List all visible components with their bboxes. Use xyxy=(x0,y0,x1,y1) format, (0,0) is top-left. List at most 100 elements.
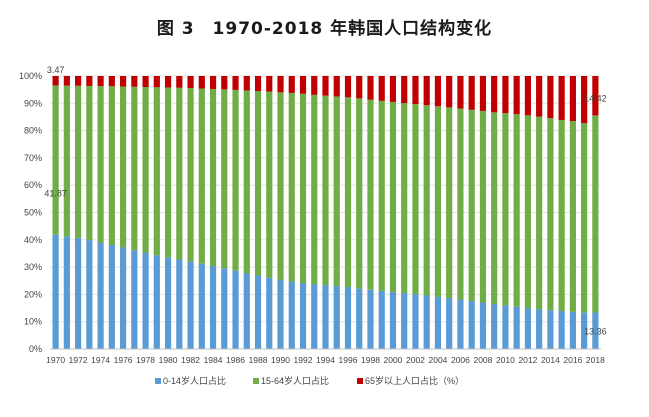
bar-segment-series2 xyxy=(277,92,284,280)
bar-segment-series2 xyxy=(266,91,273,278)
bar-segment-series1 xyxy=(52,234,59,349)
bar-segment-series2 xyxy=(86,85,93,241)
y-tick-label: 100% xyxy=(19,71,42,81)
data-label: 13.36 xyxy=(584,327,607,337)
bar-segment-series1 xyxy=(569,311,576,349)
x-tick-label: 1998 xyxy=(361,355,380,365)
x-tick-label: 1970 xyxy=(46,355,65,365)
bar-segment-series1 xyxy=(187,261,194,349)
bar-segment-series1 xyxy=(423,295,430,349)
bar-segment-series2 xyxy=(209,88,217,267)
bar-segment-series3 xyxy=(322,76,329,96)
bar-segment-series2 xyxy=(592,115,599,313)
bar-segment-series3 xyxy=(131,76,138,87)
bar-segment-series3 xyxy=(547,76,554,119)
x-tick-label: 1996 xyxy=(339,355,358,365)
bar-segment-series3 xyxy=(333,76,340,97)
bar-segment-series2 xyxy=(164,87,172,258)
legend-label: 0-14岁人口占比 xyxy=(163,375,226,386)
bar-segment-series3 xyxy=(378,76,385,101)
bar-segment-series2 xyxy=(401,103,408,294)
bar-segment-series3 xyxy=(97,76,104,87)
bar-segment-series1 xyxy=(63,236,70,349)
bar-segment-series3 xyxy=(457,76,464,109)
bar-segment-series1 xyxy=(502,305,509,349)
bar-segment-series2 xyxy=(52,85,59,235)
bar-segment-series2 xyxy=(491,112,498,304)
bar-segment-series3 xyxy=(446,76,453,108)
bar-segment-series1 xyxy=(401,293,408,349)
y-tick-label: 60% xyxy=(24,180,42,190)
bar-segment-series3 xyxy=(120,76,127,87)
bar-segment-series3 xyxy=(52,76,59,86)
bar-segment-series2 xyxy=(344,97,352,288)
bar-segment-series3 xyxy=(502,76,509,114)
bar-segment-series2 xyxy=(468,109,475,301)
bar-segment-series1 xyxy=(446,297,453,349)
bar-segment-series1 xyxy=(592,312,599,349)
bar-segment-series2 xyxy=(457,108,464,300)
bar-segment-series2 xyxy=(558,119,565,312)
x-tick-label: 1988 xyxy=(249,355,268,365)
bar-segment-series3 xyxy=(434,76,442,107)
bar-segment-series1 xyxy=(457,299,464,349)
x-tick-label: 1980 xyxy=(159,355,178,365)
bar-segment-series1 xyxy=(344,287,352,349)
bar-segment-series3 xyxy=(491,76,498,113)
bar-segment-series1 xyxy=(536,309,543,349)
bar-segment-series2 xyxy=(513,114,520,307)
bar-segment-series2 xyxy=(389,101,397,292)
bar-segment-series1 xyxy=(333,285,340,349)
y-tick-label: 90% xyxy=(24,98,42,108)
legend-label: 15-64岁人口占比 xyxy=(261,375,329,386)
legend-swatch xyxy=(357,378,363,384)
bar-segment-series2 xyxy=(333,96,340,286)
data-label: 3.47 xyxy=(47,65,65,75)
bar-segment-series2 xyxy=(187,88,194,262)
bar-segment-series2 xyxy=(299,93,307,283)
bar-segment-series2 xyxy=(423,105,430,296)
bar-segment-series3 xyxy=(266,76,273,92)
x-tick-label: 1974 xyxy=(91,355,110,365)
bar-segment-series1 xyxy=(558,311,565,349)
bar-segment-series1 xyxy=(547,310,554,349)
bar-segment-series3 xyxy=(513,76,520,115)
bar-segment-series1 xyxy=(356,288,363,349)
x-tick-label: 1994 xyxy=(316,355,335,365)
bar-segment-series2 xyxy=(378,100,385,291)
data-label-layer: 3.47 41.87 14.42 13.36 xyxy=(44,65,606,337)
bar-segment-series1 xyxy=(378,290,385,349)
x-tick-label: 1978 xyxy=(136,355,155,365)
bar-segment-series3 xyxy=(86,76,93,86)
bar-segment-series1 xyxy=(176,259,183,349)
bar-segment-series3 xyxy=(232,76,239,90)
x-tick-label: 2012 xyxy=(518,355,537,365)
bar-segment-series2 xyxy=(569,121,576,312)
y-tick-label: 20% xyxy=(24,289,42,299)
bar-segment-series1 xyxy=(491,303,498,349)
x-tick-label: 1984 xyxy=(204,355,223,365)
bar-segment-series1 xyxy=(322,285,329,349)
y-tick-label: 30% xyxy=(24,262,42,272)
bar-segment-series2 xyxy=(446,107,453,298)
bar-segment-series3 xyxy=(423,76,430,106)
bar-segment-series3 xyxy=(198,76,205,89)
bar-segment-series3 xyxy=(288,76,295,93)
bar-segment-series3 xyxy=(63,76,70,86)
bar-segment-series3 xyxy=(569,76,576,122)
bar-segment-series1 xyxy=(311,284,318,349)
x-tick-label: 2018 xyxy=(586,355,605,365)
x-tick-label: 2006 xyxy=(451,355,470,365)
bar-segment-series2 xyxy=(356,98,363,289)
bar-segment-series3 xyxy=(367,76,374,100)
bar-segment-series1 xyxy=(367,289,374,349)
bar-segment-series2 xyxy=(75,85,82,238)
bar-segment-series2 xyxy=(131,86,138,251)
legend-swatch xyxy=(155,378,161,384)
legend: 0-14岁人口占比 15-64岁人口占比 65岁以上人口占比（%） xyxy=(155,375,464,386)
bar-segment-series1 xyxy=(468,300,475,349)
bar-segment-series2 xyxy=(254,91,262,276)
bar-segment-series1 xyxy=(389,291,397,349)
x-tick-label: 2004 xyxy=(428,355,447,365)
